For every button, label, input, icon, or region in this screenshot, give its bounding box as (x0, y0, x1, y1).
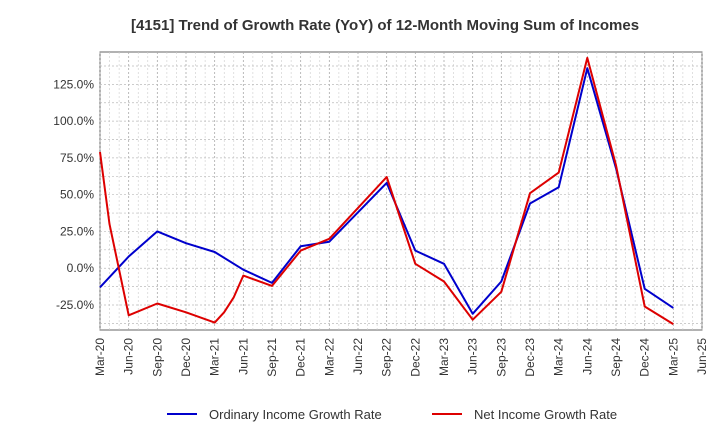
series-line-ordinary-income (99, 67, 674, 315)
x-tick-label: Mar-22 (322, 338, 336, 376)
y-axis-tick-labels: 125.0% 100.0% 75.0% 50.0% 25.0% 0.0% -25.0% (53, 77, 94, 312)
x-tick-label: Jun-25 (695, 338, 709, 375)
series-line-net-income (99, 56, 674, 325)
chart-title: [4151] Trend of Growth Rate (YoY) of 12-… (131, 17, 639, 34)
legend-label: Ordinary Income Growth Rate (209, 407, 382, 422)
x-tick-label: Jun-24 (580, 338, 594, 375)
y-tick-label: 25.0% (60, 224, 94, 238)
x-tick-label: Jun-20 (122, 338, 136, 375)
x-tick-label: Dec-24 (638, 338, 652, 377)
x-tick-label: Dec-23 (523, 338, 537, 377)
y-tick-label: 75.0% (60, 151, 94, 165)
y-tick-label: -25.0% (56, 298, 94, 312)
x-tick-label: Mar-23 (437, 338, 451, 376)
x-tick-label: Mar-25 (666, 338, 680, 376)
y-tick-label: 50.0% (60, 188, 94, 202)
x-tick-label: Sep-20 (150, 338, 164, 377)
y-gridlines (100, 65, 702, 324)
x-tick-label: Jun-22 (351, 338, 365, 375)
series-lines (99, 56, 674, 325)
x-tick-label: Mar-20 (93, 338, 107, 376)
legend: Ordinary Income Growth Rate Net Income Gr… (167, 407, 617, 422)
x-tick-label: Jun-21 (236, 338, 250, 375)
x-axis-tick-labels: Mar-20 Jun-20 Sep-20 Dec-20 Mar-21 Jun-21 Sep-… (93, 338, 709, 377)
legend-label: Net Income Growth Rate (474, 407, 617, 422)
plot-area (99, 51, 703, 331)
x-tick-label: Mar-21 (208, 338, 222, 376)
x-tick-label: Sep-21 (265, 338, 279, 377)
y-tick-label: 100.0% (53, 114, 94, 128)
y-tick-label: 125.0% (53, 77, 94, 91)
x-tick-label: Dec-21 (294, 338, 308, 377)
x-tick-label: Dec-22 (408, 338, 422, 377)
y-tick-label: 0.0% (67, 261, 95, 275)
x-tick-label: Sep-22 (380, 338, 394, 377)
x-tick-label: Sep-24 (609, 338, 623, 377)
x-tick-label: Jun-23 (466, 338, 480, 375)
x-tick-label: Mar-24 (552, 338, 566, 376)
x-tick-label: Dec-20 (179, 338, 193, 377)
x-tick-label: Sep-23 (494, 338, 508, 377)
